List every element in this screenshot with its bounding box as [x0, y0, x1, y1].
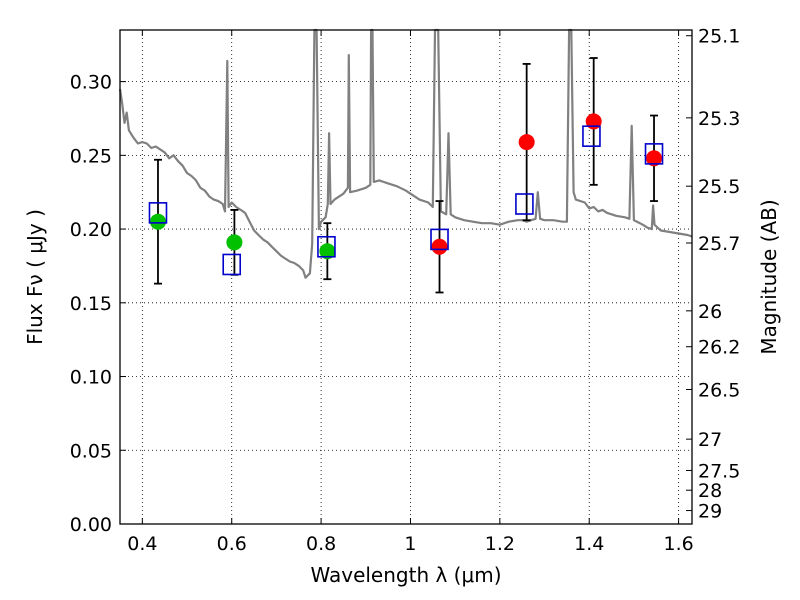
data-point — [149, 213, 166, 230]
model-flux-marker — [515, 193, 534, 215]
model-flux-marker — [222, 253, 242, 276]
magnitude-tick-label: 27 — [698, 429, 722, 451]
magnitude-tick-label: 25.5 — [698, 176, 740, 198]
x-tick-label: 1.6 — [663, 533, 693, 555]
data-point — [431, 238, 448, 255]
spectrum-layer — [118, 28, 693, 279]
y-tick-label: 0.30 — [70, 72, 112, 94]
magnitude-tick-label: 28 — [698, 480, 722, 502]
x-tick-label: 1.2 — [485, 533, 515, 555]
data-point — [518, 134, 535, 151]
magnitude-tick-label: 25.3 — [698, 108, 740, 130]
model-flux-marker — [148, 202, 168, 224]
magnitude-tick-label: 26 — [698, 301, 722, 323]
tick-marks — [120, 30, 692, 525]
points-layer — [148, 57, 664, 294]
model-flux-marker — [644, 143, 664, 165]
y-tick-label: 0.05 — [70, 440, 112, 462]
magnitude-tick-label: 26.5 — [698, 380, 740, 402]
x-tick-label: 1 — [404, 533, 416, 555]
magnitude-tick-label: 27.5 — [698, 460, 740, 482]
data-point — [646, 150, 663, 167]
magnitude-tick-label: 29 — [698, 501, 722, 523]
magnitude-tick-label: 26.2 — [698, 337, 740, 359]
y-axis-label: Flux Fν ( μJy ) — [23, 209, 47, 345]
model-flux-marker — [430, 228, 449, 251]
spectrum-line — [118, 28, 693, 279]
data-point — [319, 243, 336, 260]
model-flux-marker — [317, 235, 336, 258]
y-tick-label: 0.25 — [70, 145, 112, 167]
magnitude-axis-label: Magnitude (AB) — [757, 199, 781, 354]
x-tick-label: 1.4 — [574, 533, 604, 555]
magnitude-tick-label: 25.1 — [698, 26, 740, 48]
x-tick-label: 0.6 — [217, 533, 247, 555]
data-point — [226, 234, 243, 251]
y-tick-label: 0.15 — [70, 293, 112, 315]
x-tick-label: 0.4 — [127, 533, 157, 555]
x-tick-label: 0.8 — [306, 533, 336, 555]
model-flux-marker — [582, 125, 601, 147]
plot-frame — [119, 29, 693, 525]
grid-lines — [120, 30, 692, 525]
y-tick-label: 0.10 — [70, 367, 112, 389]
y-tick-label: 0.20 — [70, 219, 112, 241]
x-tick-labels: 0.4 0.6 0.8 1 1.2 1.4 1.6 — [127, 533, 693, 555]
y-tick-labels: 0.00 0.05 0.10 0.15 0.20 0.25 0.30 — [70, 72, 112, 536]
y-tick-label: 0.00 — [70, 514, 112, 536]
x-axis-label: Wavelength λ (μm) — [310, 563, 501, 587]
magnitude-tick-label: 25.7 — [698, 233, 740, 255]
